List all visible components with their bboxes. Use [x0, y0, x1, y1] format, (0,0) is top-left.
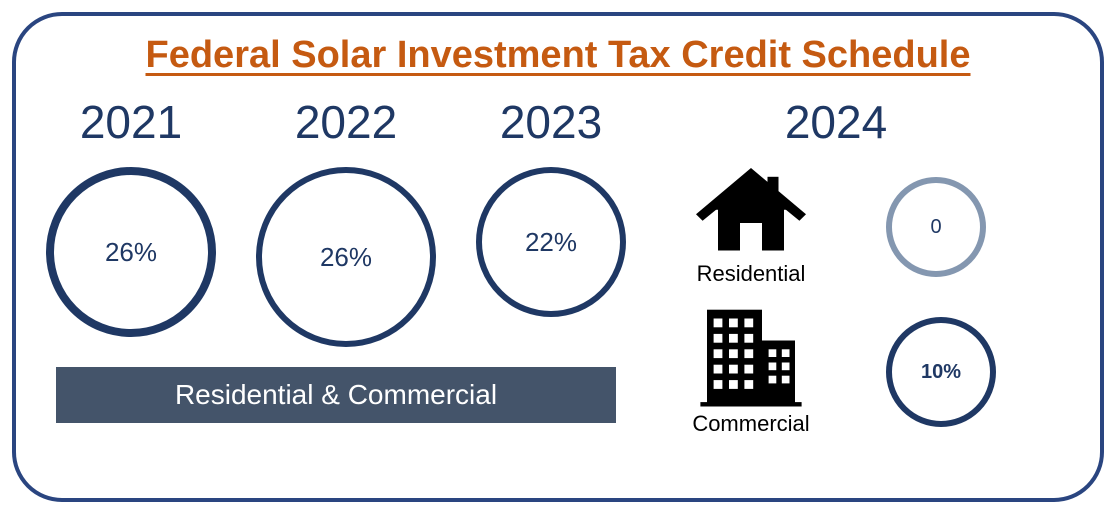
icon-col-commercial: Commercial [676, 307, 826, 437]
row-commercial: Commercial 10% [676, 307, 996, 437]
year-label: 2022 [295, 95, 397, 149]
percent-circle-small: 0 [886, 177, 986, 277]
years-row: 2021 26% 2022 26% 2023 22% [46, 95, 626, 347]
infographic-frame: Federal Solar Investment Tax Credit Sche… [12, 12, 1104, 502]
page-title: Federal Solar Investment Tax Credit Sche… [46, 34, 1070, 77]
year-label: 2023 [500, 95, 602, 149]
year-col-2022: 2022 26% [256, 95, 436, 347]
icon-label: Residential [697, 261, 806, 287]
percent-circle: 26% [256, 167, 436, 347]
left-group: 2021 26% 2022 26% 2023 22% Residential &… [46, 95, 626, 423]
content-row: 2021 26% 2022 26% 2023 22% Residential &… [46, 95, 1070, 437]
category-banner: Residential & Commercial [56, 367, 616, 423]
year-label: 2024 [785, 95, 887, 149]
percent-circle-small: 10% [886, 317, 996, 427]
year-col-2023: 2023 22% [476, 95, 626, 347]
icon-col-residential: Residential [676, 167, 826, 287]
percent-circle: 22% [476, 167, 626, 317]
year-col-2021: 2021 26% [46, 95, 216, 347]
right-group: 2024 Residential 0 [676, 95, 996, 437]
year-label: 2021 [80, 95, 182, 149]
icon-label: Commercial [692, 411, 809, 437]
right-rows: Residential 0 [676, 167, 996, 437]
house-icon [696, 167, 806, 257]
building-icon [696, 307, 806, 407]
percent-circle: 26% [46, 167, 216, 337]
row-residential: Residential 0 [676, 167, 996, 287]
